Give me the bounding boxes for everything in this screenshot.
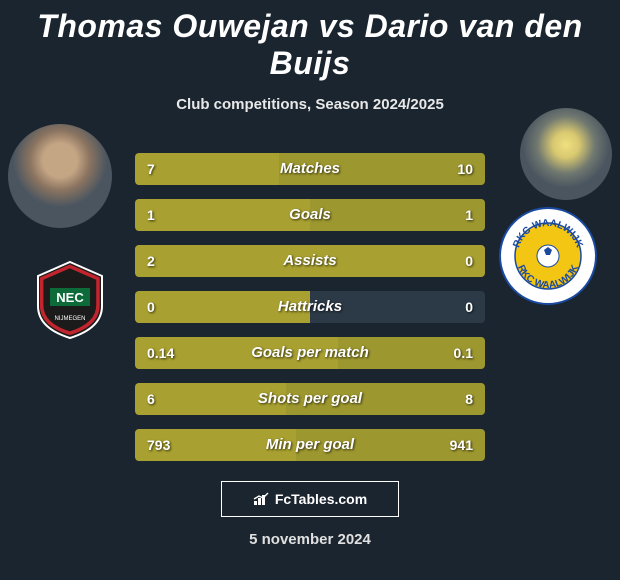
- player2-club-badge: RKC WAALWIJK RKC WAALWIJK: [498, 206, 598, 306]
- svg-text:NEC: NEC: [56, 290, 84, 305]
- stat-right-value: 941: [450, 429, 473, 461]
- player1-club-badge: NEC NIJMEGEN: [28, 258, 112, 342]
- rkc-badge-icon: RKC WAALWIJK RKC WAALWIJK: [498, 206, 598, 306]
- player1-name: Thomas Ouwejan: [37, 8, 309, 44]
- stat-right-value: 10: [457, 153, 473, 185]
- stat-label: Hattricks: [135, 291, 485, 323]
- stat-label: Shots per goal: [135, 383, 485, 415]
- brand-badge[interactable]: FcTables.com: [221, 481, 399, 517]
- stat-label: Assists: [135, 245, 485, 277]
- stat-row: 1Goals1: [135, 199, 485, 231]
- stat-label: Matches: [135, 153, 485, 185]
- stat-right-value: 0: [465, 291, 473, 323]
- svg-text:NIJMEGEN: NIJMEGEN: [54, 316, 85, 322]
- stat-row: 6Shots per goal8: [135, 383, 485, 415]
- stat-row: 0.14Goals per match0.1: [135, 337, 485, 369]
- player2-name: Dario van den Buijs: [270, 8, 583, 81]
- subtitle: Club competitions, Season 2024/2025: [0, 96, 620, 113]
- stat-right-value: 8: [465, 383, 473, 415]
- stat-row: 0Hattricks0: [135, 291, 485, 323]
- vs-text: vs: [319, 8, 356, 44]
- page-title: Thomas Ouwejan vs Dario van den Buijs: [0, 0, 620, 82]
- stat-row: 2Assists0: [135, 245, 485, 277]
- stat-right-value: 0.1: [454, 337, 473, 369]
- player2-avatar: [520, 108, 612, 200]
- stat-right-value: 1: [465, 199, 473, 231]
- comparison-card: Thomas Ouwejan vs Dario van den Buijs Cl…: [0, 0, 620, 580]
- stat-row: 7Matches10: [135, 153, 485, 185]
- brand-text: FcTables.com: [275, 491, 367, 507]
- chart-icon: [253, 492, 271, 506]
- stat-right-value: 0: [465, 245, 473, 277]
- stat-label: Goals: [135, 199, 485, 231]
- nec-badge-icon: NEC NIJMEGEN: [28, 258, 112, 342]
- footer-date: 5 november 2024: [0, 531, 620, 548]
- stat-row: 793Min per goal941: [135, 429, 485, 461]
- player1-avatar: [8, 124, 112, 228]
- stat-label: Min per goal: [135, 429, 485, 461]
- stat-label: Goals per match: [135, 337, 485, 369]
